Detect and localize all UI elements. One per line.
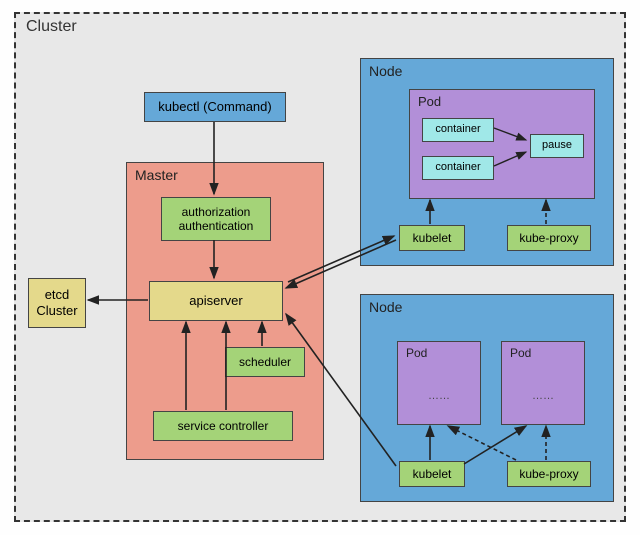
- auth-label: authorization authentication: [179, 205, 254, 234]
- node1-container2-box: container: [422, 156, 494, 180]
- node1-label: Node: [369, 63, 402, 80]
- node2-pod2-label: Pod: [510, 346, 531, 360]
- node1-pod-label: Pod: [418, 94, 441, 110]
- node1-container2-label: container: [435, 161, 480, 174]
- kubectl-label: kubectl (Command): [158, 99, 271, 115]
- scheduler-label: scheduler: [239, 355, 291, 369]
- auth-box: authorization authentication: [161, 197, 271, 241]
- service-controller-label: service controller: [178, 419, 269, 433]
- node2-pod1-region: Pod ……: [397, 341, 481, 425]
- node1-region: Node Pod container container pause kubel…: [360, 58, 614, 266]
- node1-pause-label: pause: [542, 139, 572, 152]
- node1-container1-label: container: [435, 123, 480, 136]
- service-controller-box: service controller: [153, 411, 293, 441]
- node2-kubelet-label: kubelet: [413, 467, 452, 481]
- node2-kubeproxy-label: kube-proxy: [519, 467, 578, 481]
- node2-pod2-region: Pod ……: [501, 341, 585, 425]
- scheduler-box: scheduler: [225, 347, 305, 377]
- etcd-box: etcd Cluster: [28, 278, 86, 328]
- kubectl-box: kubectl (Command): [144, 92, 286, 122]
- master-region: Master authorization authentication apis…: [126, 162, 324, 460]
- node2-kubeproxy-box: kube-proxy: [507, 461, 591, 487]
- node2-pod1-label: Pod: [406, 346, 427, 360]
- apiserver-box: apiserver: [149, 281, 283, 321]
- node1-kubeproxy-box: kube-proxy: [507, 225, 591, 251]
- node1-container1-box: container: [422, 118, 494, 142]
- etcd-label: etcd Cluster: [36, 287, 77, 318]
- node1-kubelet-label: kubelet: [413, 231, 452, 245]
- apiserver-label: apiserver: [189, 293, 242, 309]
- cluster-region: Cluster kubectl (Command) etcd Cluster M…: [14, 12, 626, 522]
- node2-pod2-dots: ……: [502, 390, 584, 403]
- node2-pod1-dots: ……: [398, 390, 480, 403]
- node2-region: Node Pod …… Pod …… kubelet kube-proxy: [360, 294, 614, 502]
- node1-pause-box: pause: [530, 134, 584, 158]
- node2-label: Node: [369, 299, 402, 316]
- master-label: Master: [135, 167, 178, 184]
- node1-kubeproxy-label: kube-proxy: [519, 231, 578, 245]
- node1-kubelet-box: kubelet: [399, 225, 465, 251]
- cluster-label: Cluster: [26, 18, 77, 36]
- node1-pod-region: Pod container container pause: [409, 89, 595, 199]
- node2-kubelet-box: kubelet: [399, 461, 465, 487]
